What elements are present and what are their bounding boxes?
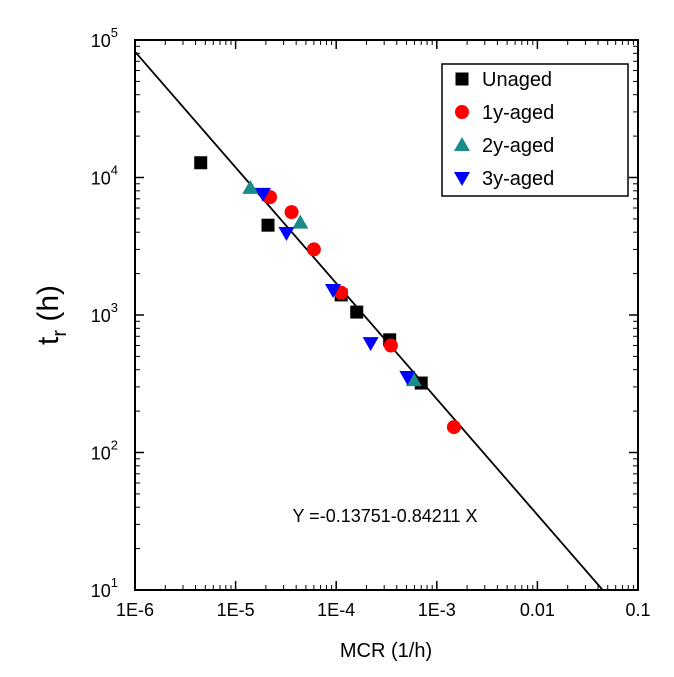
legend-marker — [455, 105, 469, 119]
point — [446, 420, 461, 435]
x-tick-label: 1E-5 — [217, 600, 255, 620]
x-tick-label: 1E-4 — [317, 600, 355, 620]
y-tick-label: 101 — [91, 575, 118, 601]
point — [325, 283, 342, 298]
legend-marker — [454, 137, 470, 151]
point — [362, 337, 379, 352]
y-tick-exp: 3 — [111, 300, 118, 315]
point — [306, 242, 321, 257]
x-tick-label: 1E-3 — [418, 600, 456, 620]
legend-label: 3y-aged — [482, 168, 554, 190]
y-axis-label: tr (h) — [32, 285, 71, 345]
point — [242, 179, 259, 194]
y-tick-label: 102 — [91, 438, 118, 464]
point — [350, 305, 364, 319]
y-tick-exp: 4 — [111, 163, 118, 178]
x-tick-label: 0.1 — [625, 600, 650, 620]
plot-clip — [135, 51, 604, 590]
point — [284, 205, 299, 220]
y-tick-base: 10 — [91, 444, 111, 464]
y-tick-exp: 1 — [111, 575, 118, 590]
point — [292, 214, 309, 229]
y-axis-label-main: t — [32, 336, 65, 345]
y-axis-label-sub: r — [49, 330, 71, 337]
point — [405, 372, 422, 387]
y-tick-label: 104 — [91, 163, 118, 189]
legend-marker — [455, 72, 469, 86]
point — [254, 187, 271, 202]
legend-box — [441, 63, 629, 197]
y-tick-exp: 2 — [111, 438, 118, 453]
y-tick-label: 103 — [91, 300, 118, 326]
y-tick-base: 10 — [91, 306, 111, 326]
legend-label: 1y-aged — [482, 102, 554, 124]
legend-label: Unaged — [482, 69, 552, 91]
y-tick-exp: 5 — [111, 25, 118, 40]
y-tick-label: 105 — [91, 25, 118, 51]
x-tick-label: 1E-6 — [116, 600, 154, 620]
y-tick-base: 10 — [91, 31, 111, 51]
y-tick-base: 10 — [91, 169, 111, 189]
x-tick-label: 0.01 — [520, 600, 555, 620]
legend-label: 2y-aged — [482, 135, 554, 157]
fit-annotation: Y =-0.13751-0.84211 X — [293, 506, 478, 526]
y-axis-label-unit: (h) — [32, 285, 65, 330]
point — [278, 226, 295, 241]
y-tick-base: 10 — [91, 581, 111, 601]
x-axis-label: MCR (1/h) — [340, 640, 432, 662]
legend-marker — [454, 172, 470, 186]
point — [261, 218, 275, 232]
point — [383, 338, 398, 353]
point — [194, 156, 208, 170]
point — [399, 371, 416, 386]
